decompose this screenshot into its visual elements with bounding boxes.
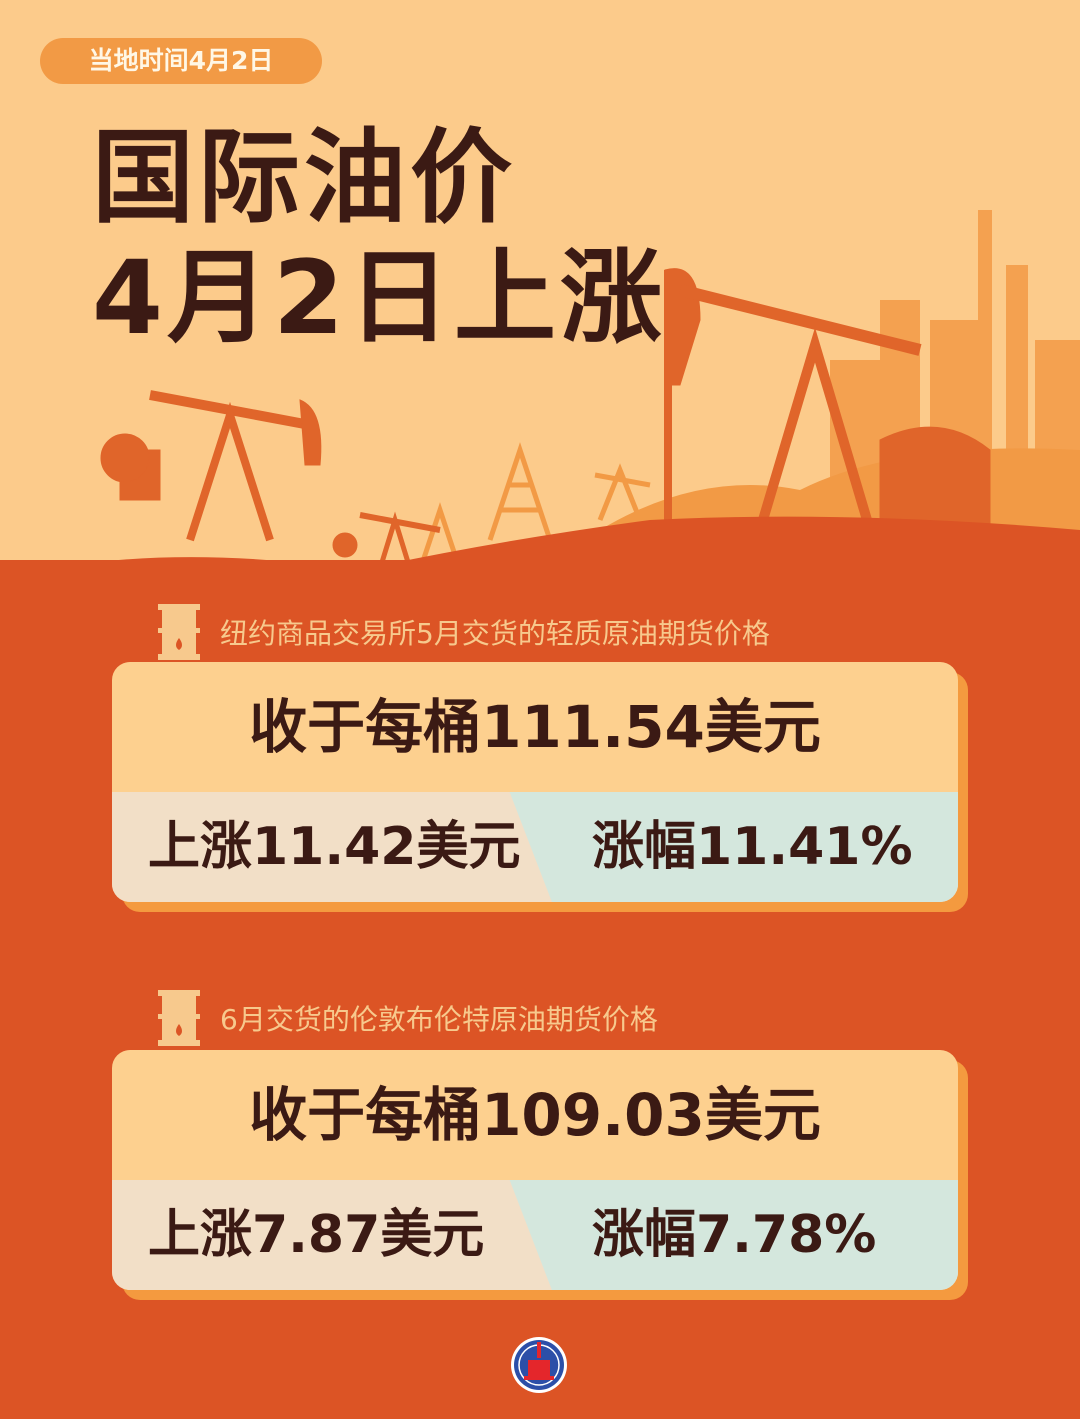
price-rise-percent: 涨幅11.41% — [592, 817, 913, 877]
page-title-line1: 国际油价 — [92, 119, 516, 238]
date-badge: 当地时间4月2日 — [40, 38, 322, 84]
price-rise: 上涨7.87美元 — [148, 1205, 485, 1265]
price-rise-percent: 涨幅7.78% — [592, 1205, 877, 1265]
price-card-wti: 收于每桶111.54美元 上涨11.42美元 涨幅11.41% — [112, 662, 968, 912]
close-price: 收于每桶109.03美元 — [249, 1081, 821, 1149]
price-card-brent: 收于每桶109.03美元 上涨7.87美元 涨幅7.78% — [112, 1050, 968, 1300]
oil-pump-silhouette — [0, 210, 1080, 600]
oil-barrel-icon — [158, 990, 200, 1046]
section-label-wti: 纽约商品交易所5月交货的轻质原油期货价格 — [220, 617, 770, 650]
xinhua-logo — [511, 1337, 567, 1393]
page-title-line2: 4月2日上涨 — [92, 239, 666, 358]
section-label-brent: 6月交货的伦敦布伦特原油期货价格 — [220, 1003, 658, 1036]
oil-barrel-icon — [158, 604, 200, 660]
close-price: 收于每桶111.54美元 — [249, 693, 821, 761]
price-rise: 上涨11.42美元 — [148, 817, 521, 877]
